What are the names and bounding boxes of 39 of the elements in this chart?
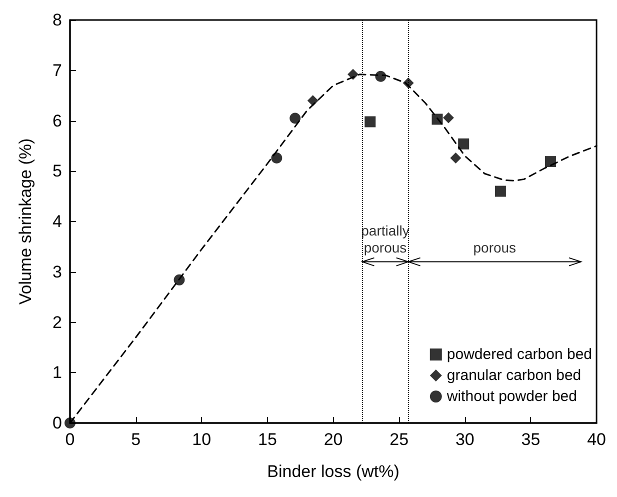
point [442, 112, 454, 124]
legend-label: without powder bed [446, 388, 577, 405]
x-tick-label: 40 [587, 430, 606, 449]
x-tick-label: 30 [455, 430, 474, 449]
y-tick-label: 0 [52, 414, 62, 432]
point [402, 77, 414, 88]
x-tick-label: 5 [131, 430, 141, 449]
x-tick-label: 15 [258, 430, 277, 449]
x-axis-title: Binder loss (wt%) [267, 462, 400, 481]
x-tick-label: 20 [324, 430, 343, 449]
point [174, 274, 185, 286]
y-tick-label: 1 [52, 363, 62, 382]
annotation: partially porous [361, 222, 410, 256]
y-tick-label: 3 [52, 262, 62, 282]
x-tick-label: 10 [192, 430, 212, 449]
legend-label: granular carbon bed [446, 367, 582, 384]
point [544, 156, 556, 168]
point [450, 152, 462, 164]
y-tick-label: 8 [52, 10, 62, 30]
point [432, 114, 443, 125]
y-tick-label: 2 [52, 312, 62, 332]
point [364, 116, 376, 128]
point [290, 112, 301, 124]
point [348, 68, 359, 80]
legend-label: powdered carbon bed [446, 346, 592, 363]
point [458, 138, 470, 150]
y-tick-label: 7 [52, 60, 62, 80]
point [375, 70, 386, 82]
x-tick-label: 0 [65, 430, 75, 449]
point [271, 152, 282, 164]
y-tick-label: 5 [52, 162, 62, 181]
y-tick-label: 4 [52, 212, 62, 231]
annotation: porous [473, 239, 516, 256]
x-tick-label: 25 [390, 430, 409, 449]
point [494, 186, 506, 197]
point [307, 95, 318, 106]
y-axis-title: Volume shrinkage (%) [16, 138, 35, 305]
y-tick-label: 6 [52, 111, 62, 130]
x-tick-label: 35 [521, 430, 540, 449]
